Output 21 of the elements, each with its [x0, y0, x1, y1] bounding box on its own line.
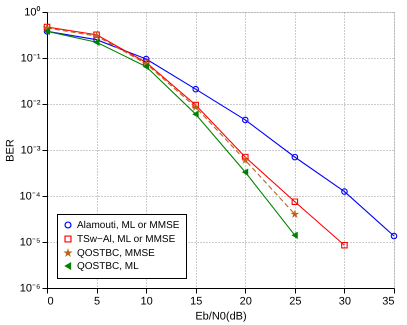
- x-tick-label: 0: [48, 296, 54, 308]
- x-tick-label: 20: [240, 296, 252, 308]
- y-tick-label: 10⁰: [24, 6, 40, 18]
- y-tick-label: 10⁻⁵: [20, 236, 40, 248]
- y-tick-label: 10⁻¹: [20, 52, 41, 64]
- y-tick-label: 10⁻⁶: [20, 282, 40, 294]
- y-axis-title: BER: [4, 139, 17, 162]
- x-tick-label: 5: [94, 296, 100, 308]
- legend-label: QOSTBC, MMSE: [77, 248, 156, 259]
- legend-label: Alamouti, ML or MMSE: [77, 220, 180, 231]
- x-tick-label: 10: [140, 296, 153, 308]
- x-tick-label: 15: [190, 296, 202, 308]
- x-tick-label: 30: [338, 296, 352, 308]
- x-tick-label: 35: [382, 296, 394, 308]
- y-tick-label: 10⁻⁴: [20, 190, 41, 202]
- y-tick-label: 10⁻²: [20, 98, 41, 110]
- x-axis-title: Eb/N0(dB): [195, 310, 247, 322]
- y-tick-label: 10⁻³: [20, 144, 41, 156]
- legend-label: QOSTBC, ML: [77, 261, 140, 272]
- x-tick-label: 25: [289, 296, 302, 308]
- legend-label: TSw−Al, ML or MMSE: [77, 234, 176, 245]
